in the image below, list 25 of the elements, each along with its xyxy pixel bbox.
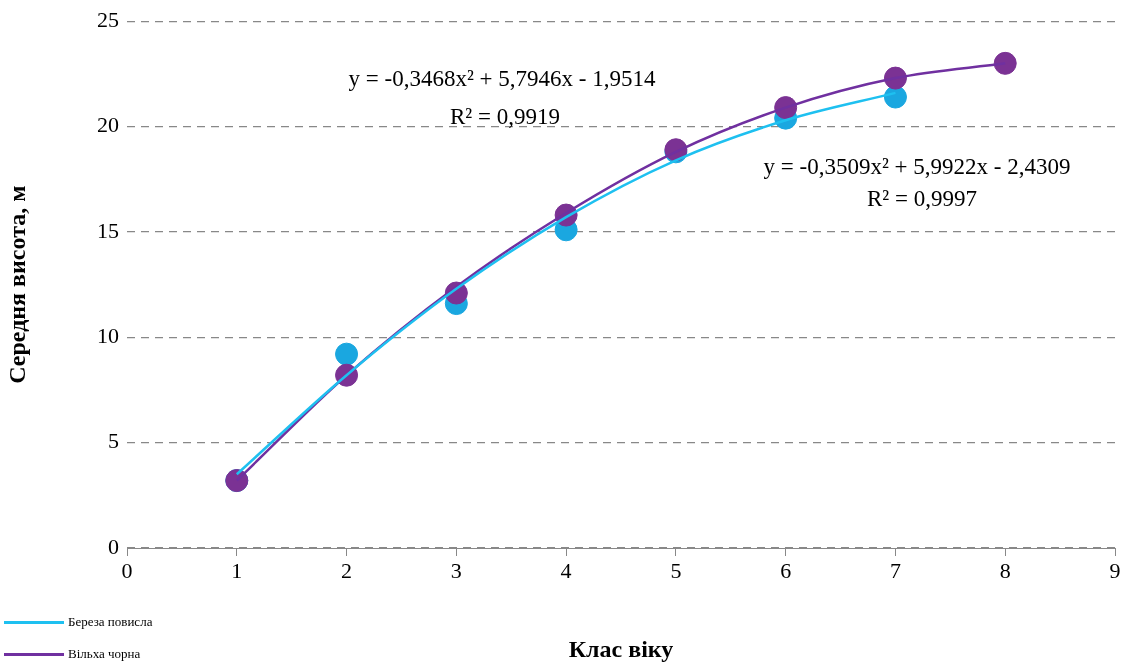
x-tick-label: 1	[231, 557, 243, 583]
y-tick-label: 5	[108, 428, 119, 454]
x-tick-label: 3	[450, 557, 462, 583]
y-tick-label: 20	[97, 112, 119, 138]
y-tick-label: 25	[97, 6, 119, 32]
x-tick-label: 7	[889, 557, 901, 583]
legend-label: Вільха чорна	[68, 646, 141, 662]
annotation: y = -0,3509x² + 5,9922x - 2,4309	[763, 154, 1071, 180]
y-tick-label: 10	[97, 323, 119, 349]
y-axis-title: Середня висота, м	[3, 185, 30, 384]
x-tick-label: 5	[670, 557, 682, 583]
x-tick-label: 9	[1109, 557, 1121, 583]
annotation: R² = 0,9919	[450, 104, 560, 130]
x-tick-label: 6	[780, 557, 792, 583]
annotation: R² = 0,9997	[867, 186, 977, 212]
y-tick-label: 15	[97, 217, 119, 243]
annotation: y = -0,3468x² + 5,7946x - 1,9514	[348, 66, 656, 92]
point	[993, 51, 1017, 75]
point	[335, 342, 359, 366]
x-tick-label: 8	[999, 557, 1011, 583]
x-tick-label: 4	[560, 557, 572, 583]
x-tick-label: 2	[341, 557, 353, 583]
x-axis-title: Клас віку	[568, 635, 674, 662]
y-tick-label: 0	[108, 533, 119, 559]
legend-label: Береза повисла	[68, 614, 153, 630]
